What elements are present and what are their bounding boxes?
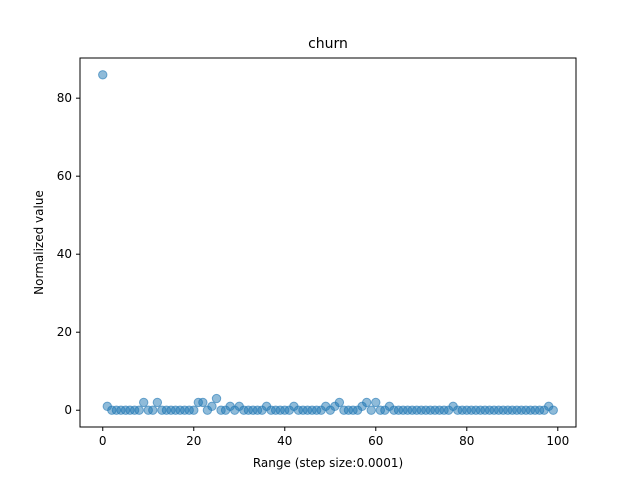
x-tick-label: 60 — [368, 434, 383, 448]
data-point — [371, 397, 381, 408]
x-tick-label: 80 — [459, 434, 474, 448]
y-tick-label: 40 — [57, 247, 72, 261]
data-point — [207, 401, 217, 412]
data-point — [134, 405, 144, 415]
data-point — [152, 397, 163, 408]
data-point — [334, 397, 345, 408]
data-point — [548, 405, 558, 415]
y-tick-label: 20 — [57, 325, 72, 339]
x-axis-label: Range (step size:0.0001) — [253, 456, 403, 470]
y-axis-label: Normalized value — [32, 190, 46, 295]
data-point — [189, 405, 199, 415]
y-axis-ticks: 0 20 40 60 80 — [57, 91, 80, 417]
y-tick-label: 80 — [57, 91, 72, 105]
data-point — [366, 405, 376, 415]
x-tick-label: 40 — [277, 434, 292, 448]
points-layer — [98, 70, 558, 415]
data-point — [148, 405, 158, 415]
data-point — [211, 393, 222, 404]
data-point — [139, 397, 149, 408]
y-tick-label: 60 — [57, 169, 72, 183]
x-tick-label: 100 — [546, 434, 569, 448]
data-point — [198, 397, 208, 408]
x-axis-ticks: 0 20 40 60 80 100 — [99, 427, 569, 448]
y-tick-label: 0 — [64, 403, 72, 417]
plot-frame — [79, 57, 577, 428]
data-point — [361, 397, 372, 408]
chart-title: churn — [308, 36, 348, 52]
x-tick-label: 20 — [186, 434, 201, 448]
x-tick-label: 0 — [99, 434, 107, 448]
data-point — [98, 70, 108, 80]
